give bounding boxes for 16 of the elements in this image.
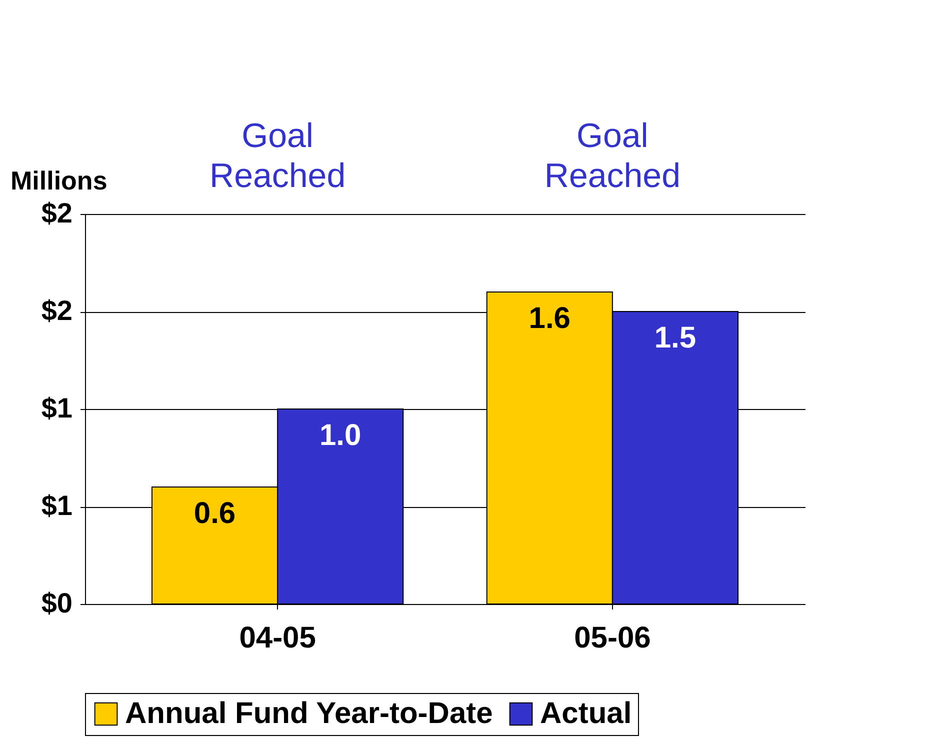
x-tick-label: 04-05: [239, 622, 316, 654]
y-tick-label: $2: [41, 198, 72, 228]
x-tick-label: 05-06: [574, 622, 651, 654]
y-tick-label: $2: [41, 295, 72, 326]
y-axis-title: Millions: [10, 166, 108, 196]
text: Goal Reached: [210, 117, 346, 195]
y-tick-label: $1: [41, 392, 72, 424]
data-label: 1.6: [528, 302, 571, 335]
data-label: 0.6: [194, 497, 236, 530]
y-tick-label: $0: [41, 588, 72, 618]
text: Goal Reached: [544, 117, 680, 195]
data-label: 1.5: [654, 322, 696, 354]
legend-label: Actual: [540, 697, 632, 730]
legend-label: Annual Fund Year-to-Date: [125, 697, 493, 730]
data-label: 1.0: [319, 419, 362, 452]
y-tick-label: $1: [41, 490, 72, 521]
